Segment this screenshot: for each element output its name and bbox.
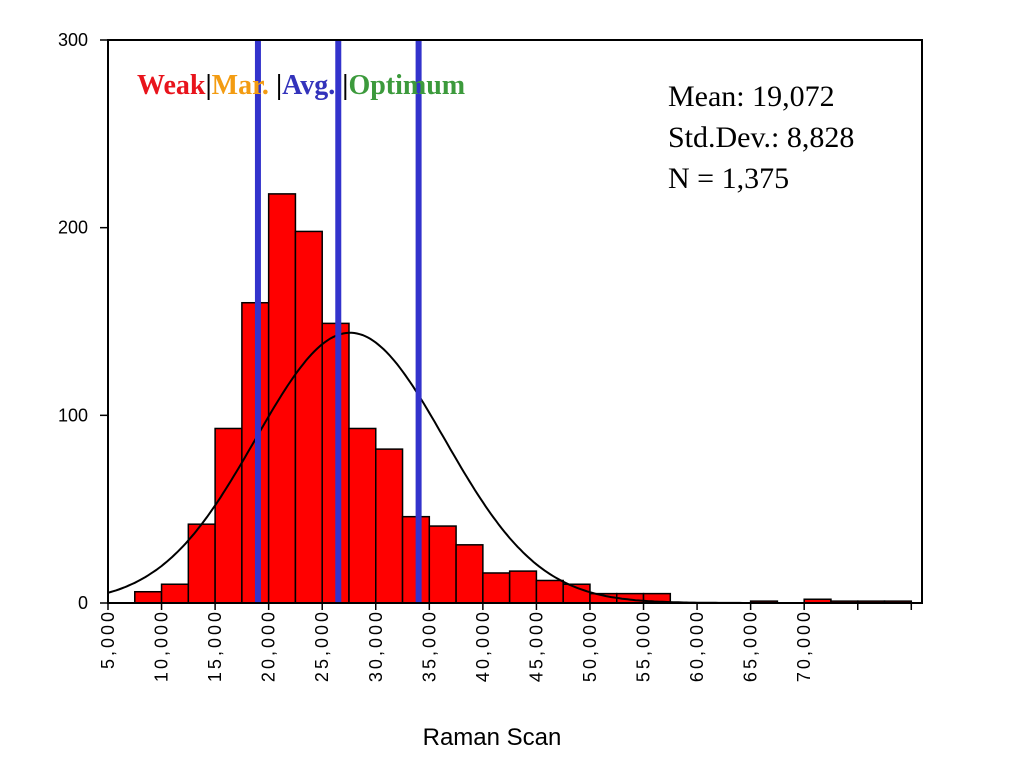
x-tick-label: 50,000	[580, 609, 600, 682]
stats-line: Std.Dev.: 8,828	[668, 121, 854, 154]
x-axis: 5,000 10,000 15,000 20,000 25,000 30,000 35,00…	[98, 603, 913, 682]
histogram-bar	[375, 448, 404, 604]
plot-frame	[107, 39, 923, 604]
y-tick-label: 100	[58, 405, 88, 425]
x-tick-label: 5,000	[98, 609, 118, 669]
x-tick-label: 60,000	[687, 609, 707, 682]
histogram-bar	[294, 230, 323, 604]
stats-line: N = 1,375	[668, 162, 789, 195]
x-tick-label: 40,000	[473, 609, 493, 682]
x-tick-label: 15,000	[205, 609, 225, 682]
x-tick-label: 55,000	[634, 609, 654, 682]
x-tick-label: 20,000	[259, 609, 279, 682]
x-tick-label: 65,000	[741, 609, 761, 682]
histogram-bar	[508, 570, 538, 604]
y-tick-label: 200	[58, 218, 88, 238]
zone-label-segment: Avg	[282, 70, 328, 101]
x-tick-label: 30,000	[366, 609, 386, 682]
histogram-bar	[455, 544, 484, 604]
histogram-bar	[134, 590, 163, 604]
threshold-lines	[254, 40, 422, 603]
y-tick-label: 300	[58, 30, 88, 50]
x-tick-label: 45,000	[526, 609, 546, 682]
x-tick-label: 25,000	[312, 609, 332, 682]
histogram-bar	[482, 572, 511, 604]
stats-box: Mean: 19,072 Std.Dev.: 8,828 N = 1,375	[668, 80, 854, 195]
histogram-bar	[214, 427, 243, 604]
zone-label-segment: |	[342, 70, 348, 101]
zone-label-segment: .	[328, 70, 342, 101]
zone-label-segment: |	[205, 70, 211, 101]
histogram-bar	[267, 193, 297, 604]
zone-label-segment: Optimum	[348, 70, 465, 101]
histogram-bar	[348, 427, 377, 604]
histogram-bar	[535, 579, 564, 604]
y-axis: 0 100 200 300	[58, 30, 108, 613]
zone-label-segment: |	[269, 70, 282, 101]
zone-legend: Weak|Mar. |Avg. |Optimum	[137, 70, 465, 101]
y-tick-label: 0	[78, 593, 88, 613]
zone-label-segment: Weak	[137, 70, 206, 101]
histogram-bar	[428, 525, 457, 604]
stats-line: Mean: 19,072	[668, 80, 835, 113]
x-axis-title: Raman Scan	[423, 724, 562, 751]
zone-label-segment: Mar.	[212, 70, 269, 101]
histogram-bar	[160, 583, 190, 604]
x-tick-label: 10,000	[152, 609, 172, 682]
x-tick-label: 35,000	[419, 609, 439, 682]
x-tick-label: 70,000	[794, 609, 814, 682]
